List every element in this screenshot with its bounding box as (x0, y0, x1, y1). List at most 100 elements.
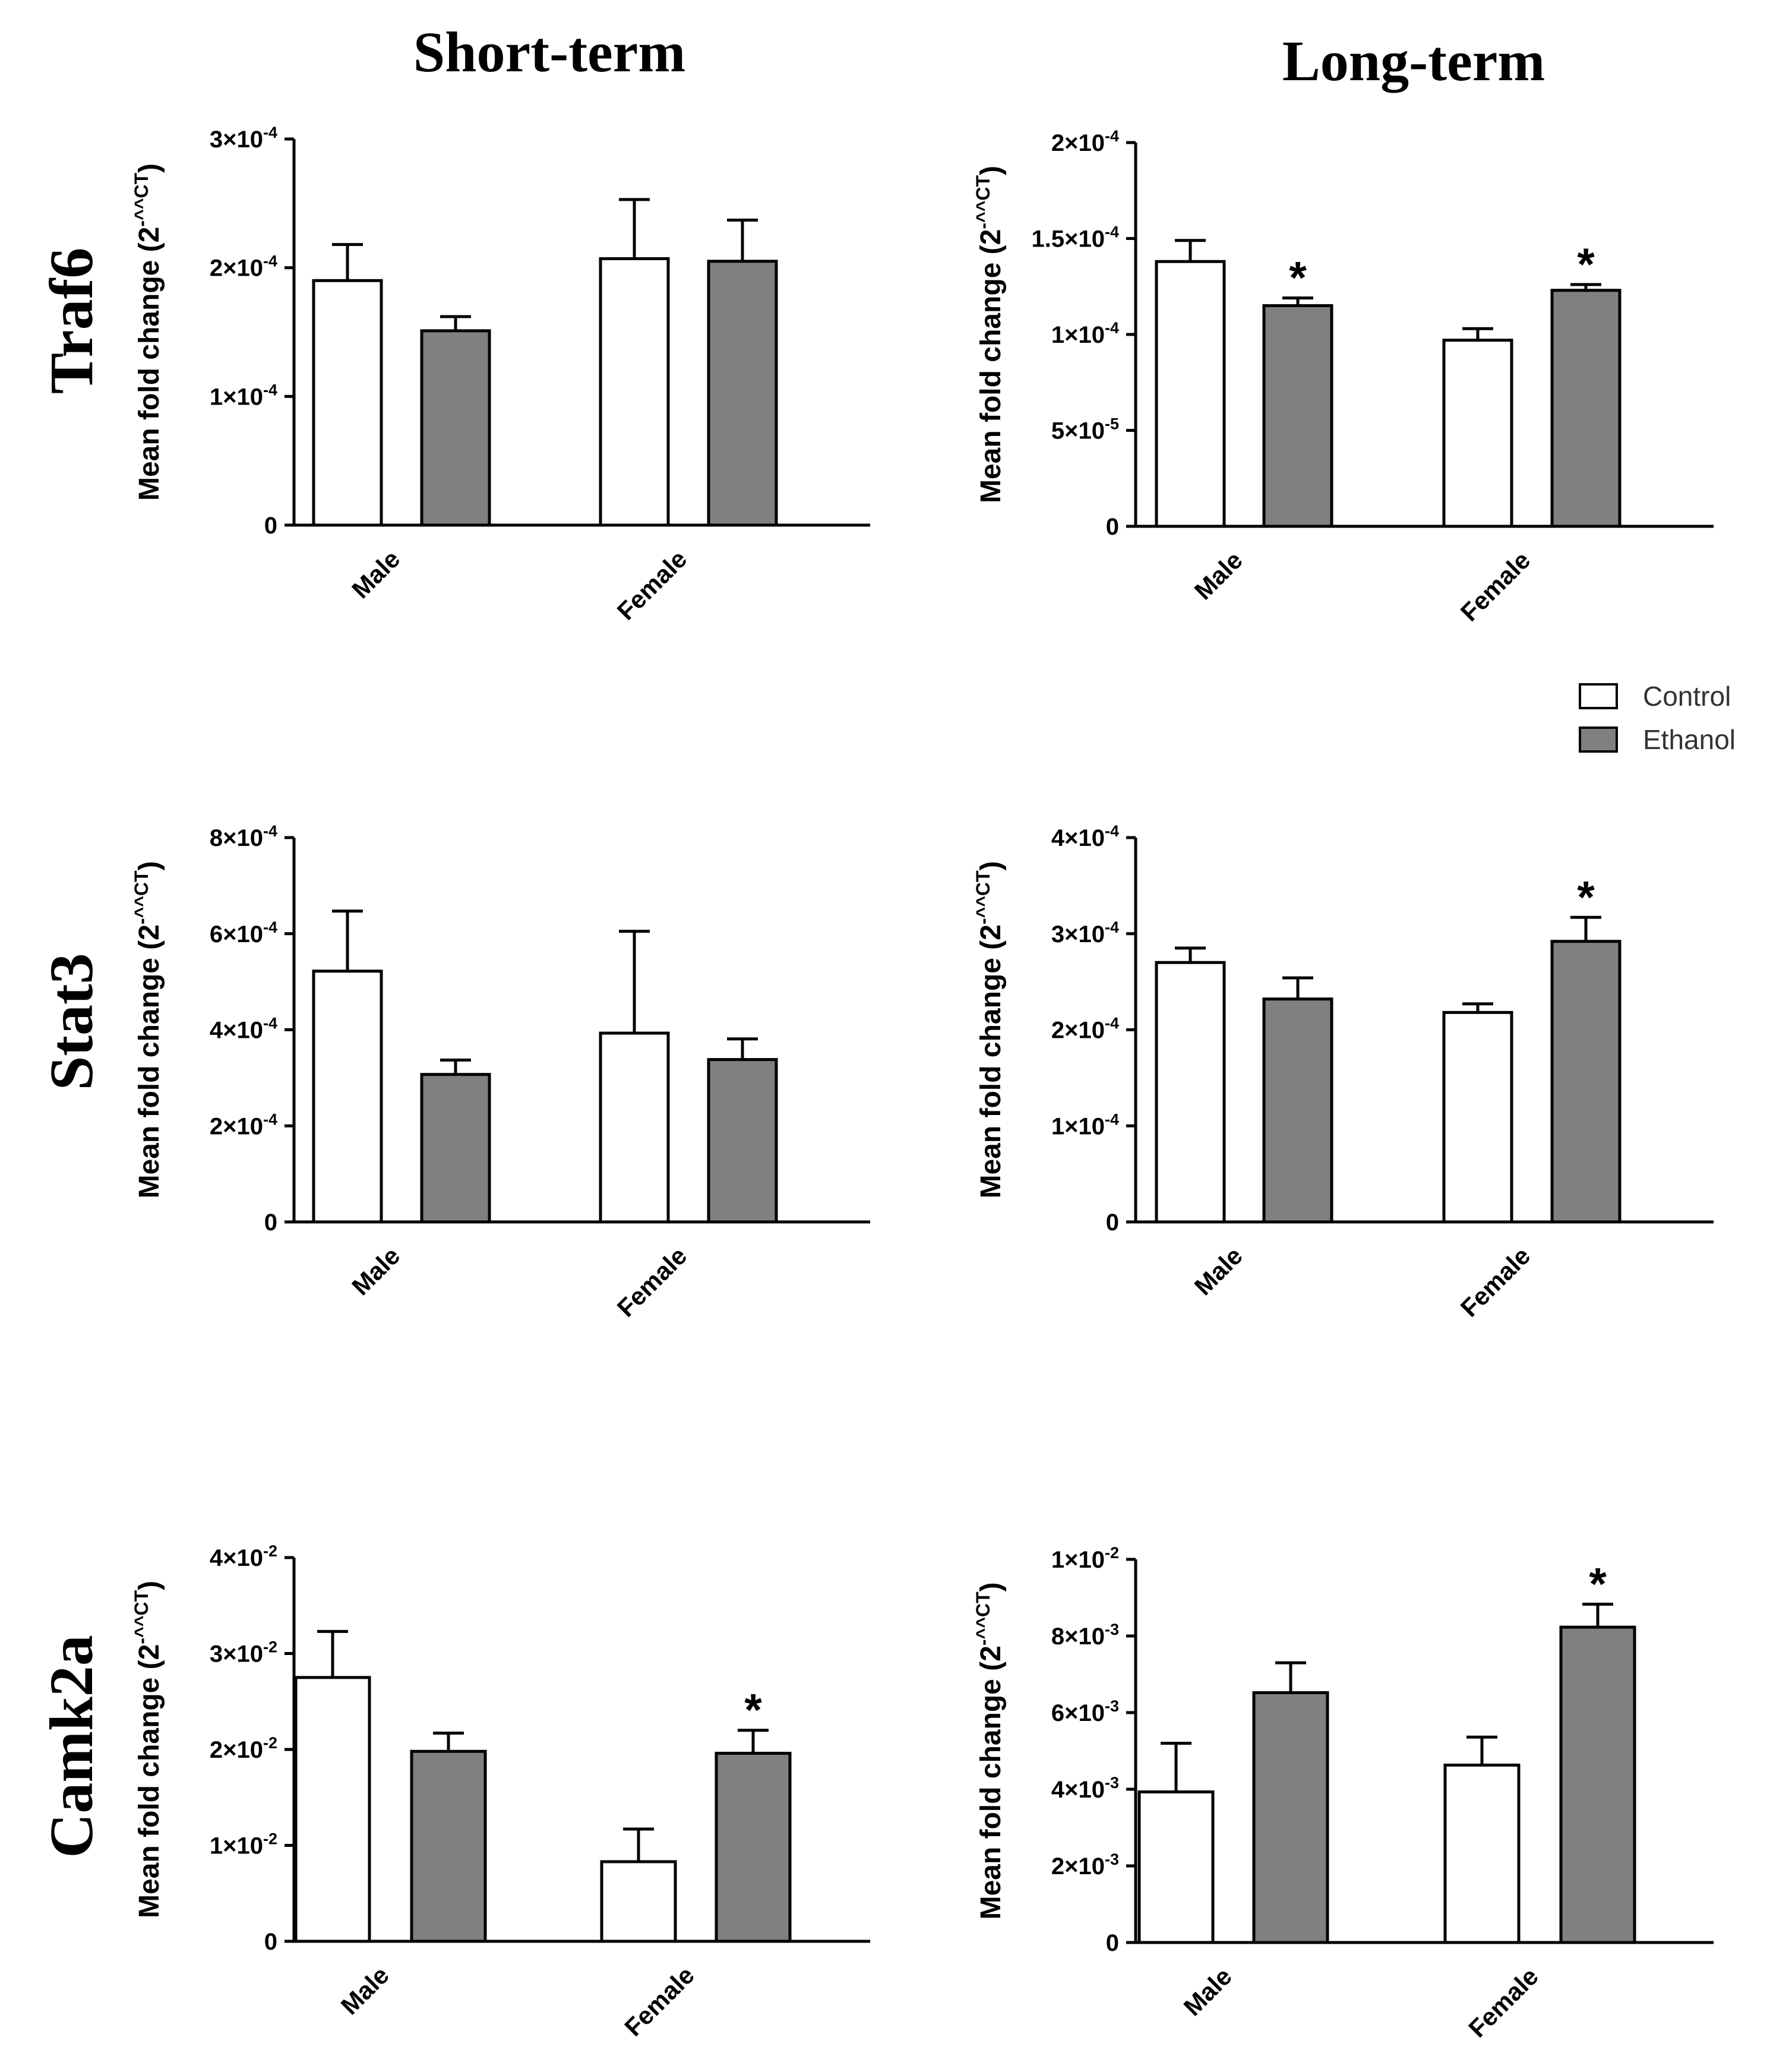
y-tick-label: 0 (264, 1209, 277, 1236)
y-tick-exponent: -3 (1105, 1621, 1119, 1638)
y-tick-exponent: -5 (1105, 415, 1119, 433)
significance-star: * (1289, 253, 1307, 304)
y-tick-mantissa: 2×10 (210, 255, 263, 282)
y-axis-label-sup: -^^CT (131, 870, 152, 924)
bar-ethanol-male (1252, 1691, 1329, 1944)
y-tick-label: 0 (1106, 514, 1119, 540)
y-tick-label: 2×10-2 (210, 1734, 277, 1763)
y-tick-mantissa: 4×10 (1051, 825, 1105, 851)
bar-ethanol-male (420, 1073, 491, 1224)
bar-control-male (1137, 1790, 1215, 1944)
bar-ethanol-female (715, 1751, 792, 1943)
y-tick-mantissa: 8×10 (210, 825, 263, 851)
y-tick-exponent: -4 (1105, 1015, 1119, 1032)
bar-ethanol-male (420, 329, 491, 527)
y-tick-exponent: -2 (263, 1734, 277, 1752)
y-tick-label: 2×10-4 (1051, 1015, 1119, 1044)
y-tick-exponent: -4 (263, 918, 277, 936)
y-tick-exponent: -4 (1105, 822, 1119, 840)
category-label-male: Male (1178, 1962, 1237, 2021)
y-tick-mantissa: 1×10 (1051, 1547, 1105, 1573)
y-tick-exponent: -4 (1105, 319, 1119, 337)
category-label-female: Female (1455, 546, 1536, 627)
y-tick-mantissa: 0 (1106, 1209, 1119, 1236)
bar-control-male (312, 969, 383, 1224)
bar-control-male (312, 279, 383, 527)
category-label-male: Male (346, 1242, 405, 1300)
y-tick-mantissa: 0 (264, 1209, 277, 1236)
y-tick-mantissa: 1×10 (1051, 1113, 1105, 1139)
y-tick-label: 1×10-4 (1051, 319, 1119, 348)
y-tick-label: 1×10-2 (1051, 1544, 1119, 1573)
y-tick-mantissa: 2×10 (1051, 1853, 1105, 1880)
y-tick-exponent: -4 (263, 1110, 277, 1128)
legend-swatch-ethanol (1579, 727, 1618, 753)
bar-control-female (1442, 1010, 1513, 1224)
legend-swatch-control (1579, 683, 1618, 709)
y-tick-label: 1×10-4 (1051, 1110, 1119, 1139)
chart-camk2a-long-term: Mean fold change (2-^^CT)02×10-34×10-36×… (972, 1544, 1714, 2043)
y-tick-exponent: -3 (1105, 1774, 1119, 1792)
category-label-female: Female (612, 545, 693, 626)
category-label-male: Male (346, 545, 405, 604)
category-label-male: Male (1189, 1242, 1248, 1300)
y-tick-label: 2×10-4 (210, 1110, 277, 1139)
y-tick-mantissa: 0 (264, 1929, 277, 1955)
y-axis-label: Mean fold change (2-^^CT) (131, 163, 165, 501)
y-axis-label: Mean fold change (2-^^CT) (131, 1581, 165, 1918)
bar-control-female (600, 1860, 677, 1943)
y-axis-label-close: ) (975, 861, 1007, 870)
y-axis-label-close: ) (975, 166, 1007, 175)
chart-traf6-short-term: Mean fold change (2-^^CT)01×10-42×10-43×… (131, 124, 870, 626)
y-axis-label-sup: -^^CT (972, 870, 994, 924)
y-tick-label: 1.5×10-4 (1032, 223, 1119, 252)
y-tick-exponent: -4 (263, 124, 277, 141)
y-axis-label: Mean fold change (2-^^CT) (972, 861, 1007, 1198)
chart-camk2a-short-term: Mean fold change (2-^^CT)01×10-22×10-23×… (131, 1542, 870, 2042)
bar-ethanol-male (1262, 997, 1333, 1224)
y-tick-label: 8×10-3 (1051, 1621, 1119, 1650)
category-label-male: Male (1189, 546, 1248, 605)
legend: Control Ethanol (1579, 681, 1736, 755)
row-title-stat3: Stat3 (37, 953, 106, 1090)
y-axis-label-main: Mean fold change (2 (975, 1645, 1007, 1919)
bar-ethanol-female (1550, 940, 1622, 1224)
y-tick-exponent: -2 (263, 1830, 277, 1848)
y-tick-mantissa: 4×10 (210, 1545, 263, 1571)
bar-ethanol-female (707, 260, 778, 527)
y-axis-label-sup: -^^CT (131, 1590, 152, 1644)
panels: Mean fold change (2-^^CT)01×10-42×10-43×… (131, 124, 1714, 2043)
y-tick-mantissa: 6×10 (210, 921, 263, 947)
category-label-female: Female (612, 1242, 693, 1322)
y-tick-mantissa: 0 (1106, 514, 1119, 540)
y-axis-label-sup: -^^CT (131, 173, 152, 227)
chart-stat3-short-term: Mean fold change (2-^^CT)02×10-44×10-46×… (131, 822, 870, 1322)
bar-control-female (1443, 1763, 1521, 1944)
y-tick-label: 0 (264, 513, 277, 539)
column-title-long-term: Long-term (1282, 29, 1545, 93)
category-label-male: Male (336, 1961, 394, 2020)
y-tick-mantissa: 1×10 (1051, 322, 1105, 348)
y-tick-label: 5×10-5 (1051, 415, 1119, 444)
category-label-female: Female (1463, 1962, 1544, 2043)
significance-star: * (744, 1685, 762, 1736)
y-tick-mantissa: 1×10 (210, 384, 263, 410)
bar-control-male (1155, 961, 1226, 1224)
y-tick-label: 2×10-4 (1051, 127, 1119, 156)
y-tick-label: 3×10-4 (1051, 918, 1119, 947)
y-axis-label-close: ) (975, 1582, 1007, 1591)
y-tick-label: 4×10-3 (1051, 1774, 1119, 1803)
category-label-female: Female (1455, 1242, 1536, 1322)
y-tick-label: 4×10-4 (210, 1015, 277, 1044)
y-tick-mantissa: 5×10 (1051, 418, 1105, 444)
y-tick-mantissa: 2×10 (1051, 1018, 1105, 1044)
y-tick-label: 1×10-4 (210, 381, 277, 410)
bar-control-female (1442, 339, 1513, 528)
y-axis-label-main: Mean fold change (2 (134, 924, 165, 1198)
y-axis-label-main: Mean fold change (2 (975, 229, 1007, 503)
y-axis-label: Mean fold change (2-^^CT) (972, 1582, 1007, 1919)
bar-ethanol-male (1262, 304, 1333, 528)
y-tick-mantissa: 6×10 (1051, 1700, 1105, 1726)
y-axis-label-main: Mean fold change (2 (134, 1644, 165, 1918)
y-axis-label-main: Mean fold change (2 (134, 227, 165, 501)
